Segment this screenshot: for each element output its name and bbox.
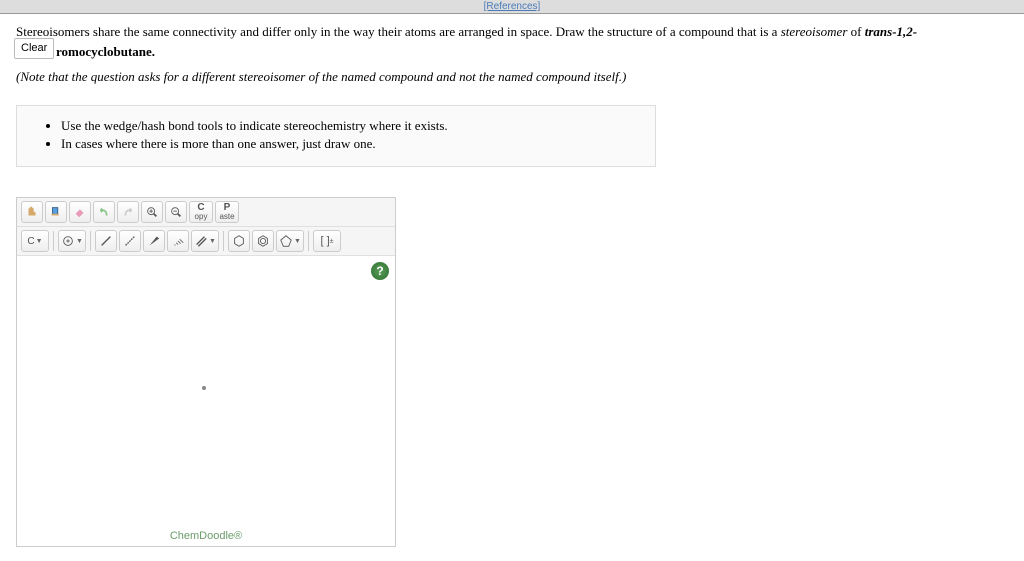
- q-em1: stereoisomer: [781, 24, 848, 39]
- instructions-box: Use the wedge/hash bond tools to indicat…: [16, 105, 656, 167]
- q-part1: Stereoisomers share the same connectivit…: [16, 24, 781, 39]
- question-text: Stereoisomers share the same connectivit…: [16, 22, 1008, 61]
- chemdoodle-branding: ChemDoodle®: [170, 530, 242, 542]
- single-bond-icon[interactable]: [95, 230, 117, 252]
- toolbar-row-1: Copy Paste: [17, 198, 395, 227]
- chem-editor: Copy Paste C▼ ▼ ▼ ▼ [ ]± ? ChemDoodle®: [16, 197, 396, 547]
- element-button[interactable]: C▼: [21, 230, 49, 252]
- q-compound: romocyclobutane.: [56, 44, 155, 59]
- chevron-down-icon: ▼: [76, 238, 83, 245]
- separator: [308, 231, 309, 251]
- copy-button[interactable]: Copy: [189, 201, 213, 223]
- atom-placeholder[interactable]: [202, 386, 206, 390]
- top-bar: [References]: [0, 0, 1024, 14]
- paint-tool-icon[interactable]: [45, 201, 67, 223]
- paste-button[interactable]: Paste: [215, 201, 239, 223]
- toolbar-row-2: C▼ ▼ ▼ ▼ [ ]±: [17, 227, 395, 256]
- chevron-down-icon: ▼: [36, 238, 43, 245]
- dotted-bond-icon[interactable]: [119, 230, 141, 252]
- separator: [223, 231, 224, 251]
- undo-icon[interactable]: [93, 201, 115, 223]
- benzene-icon[interactable]: [252, 230, 274, 252]
- references-link[interactable]: [References]: [484, 1, 541, 12]
- help-button[interactable]: ?: [371, 262, 389, 280]
- zoom-out-icon[interactable]: [165, 201, 187, 223]
- eraser-tool-icon[interactable]: [69, 201, 91, 223]
- content: Stereoisomers share the same connectivit…: [0, 14, 1024, 555]
- drawing-canvas[interactable]: ? ChemDoodle®: [17, 256, 395, 546]
- chevron-down-icon: ▼: [209, 238, 216, 245]
- bracket-icon[interactable]: [ ]±: [313, 230, 341, 252]
- separator: [90, 231, 91, 251]
- instruction-1: Use the wedge/hash bond tools to indicat…: [61, 118, 635, 134]
- redo-icon[interactable]: [117, 201, 139, 223]
- separator: [53, 231, 54, 251]
- zoom-in-icon[interactable]: [141, 201, 163, 223]
- hash-bond-icon[interactable]: [167, 230, 189, 252]
- q-em2: trans-1,2-: [865, 24, 917, 39]
- chevron-down-icon: ▼: [294, 238, 301, 245]
- q-part2: of: [847, 24, 864, 39]
- charge-button[interactable]: ▼: [58, 230, 86, 252]
- copy-l: opy: [195, 213, 208, 221]
- paste-l: aste: [219, 213, 234, 221]
- pentagon-icon[interactable]: ▼: [276, 230, 304, 252]
- clear-button[interactable]: Clear: [14, 38, 54, 59]
- instruction-2: In cases where there is more than one an…: [61, 136, 635, 152]
- wedge-bond-icon[interactable]: [143, 230, 165, 252]
- double-bond-icon[interactable]: ▼: [191, 230, 219, 252]
- hexagon-icon[interactable]: [228, 230, 250, 252]
- hand-tool-icon[interactable]: [21, 201, 43, 223]
- note-text: (Note that the question asks for a diffe…: [16, 69, 1008, 85]
- element-label: C: [27, 236, 34, 247]
